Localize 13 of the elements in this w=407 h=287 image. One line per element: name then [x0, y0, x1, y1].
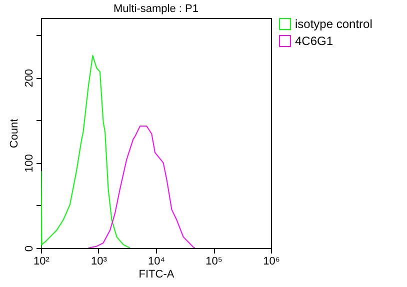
x-tick-label: 10⁵ [206, 256, 222, 268]
y-axis-title: Count [8, 118, 20, 148]
x-axis-title: FITC-A [138, 268, 175, 280]
y-tick-label: 200 [24, 68, 36, 88]
legend-label: 4C6G1 [295, 34, 334, 48]
x-tick-label: 10³ [91, 256, 108, 268]
x-tick-label: 10⁶ [263, 256, 280, 268]
legend-label: isotype control [295, 17, 372, 31]
y-tick-label: 100 [24, 154, 36, 172]
x-tick-label: 10⁴ [148, 256, 166, 268]
x-tick-label: 10² [34, 256, 50, 268]
y-tick-label: 0 [24, 245, 36, 252]
chart-title: Multi-sample : P1 [114, 3, 198, 15]
